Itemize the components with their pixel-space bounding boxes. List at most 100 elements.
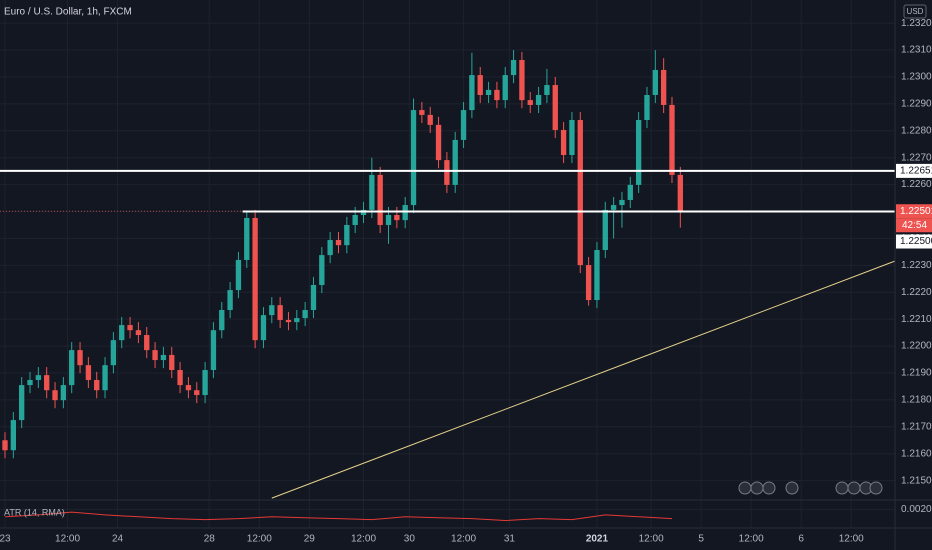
candle-body [510, 60, 517, 76]
candle-body [60, 385, 67, 401]
price-label-box [896, 234, 932, 249]
candle-body [110, 340, 117, 366]
candle-body [44, 375, 50, 391]
candle-body [285, 319, 292, 323]
event-icon [835, 481, 849, 495]
candle-body [302, 310, 308, 319]
y-tick-label: 1.22700 [901, 152, 932, 163]
candle-body [419, 110, 425, 115]
candle-body [77, 350, 83, 366]
candle-body [410, 110, 417, 206]
x-tick-label: 28 [204, 534, 216, 545]
y-tick-label: 1.22900 [901, 99, 932, 110]
candle-body [35, 375, 42, 380]
candle-body [677, 174, 683, 212]
candle-body [344, 224, 350, 246]
candle-body [127, 325, 133, 331]
candle-body [10, 420, 17, 451]
last-price-box [896, 204, 932, 219]
candle-body [85, 365, 92, 380]
candle-body [527, 100, 533, 105]
currency-box [903, 4, 927, 19]
candle-body [544, 85, 550, 95]
candle-body [552, 85, 558, 130]
candle-body [277, 305, 283, 320]
y-tick-label: 1.23200 [901, 18, 932, 29]
candle-body [269, 305, 275, 316]
candle-body [369, 174, 375, 210]
candle-body [352, 215, 358, 225]
candle-body [152, 350, 158, 361]
candle-body [27, 379, 33, 386]
candle-body [194, 390, 200, 396]
event-icon [738, 481, 752, 495]
candle-body [669, 104, 675, 175]
candle-body [427, 114, 433, 125]
candle-body [244, 217, 250, 260]
candle-body [585, 265, 592, 301]
atr-label: ATR (14, RMA) [4, 507, 65, 517]
x-tick-label: 30 [404, 534, 416, 545]
y-tick-label: 1.21800 [901, 395, 932, 406]
candle-body [294, 318, 300, 323]
y-tick-label: 1.22800 [901, 125, 932, 136]
candle-body [485, 89, 492, 95]
x-tick-label: 12:00 [247, 534, 272, 545]
candle-body [469, 75, 475, 111]
candle-body [394, 215, 400, 221]
candle-body [610, 205, 617, 210]
candle-body [102, 365, 108, 391]
countdown-label: 42:54 [902, 220, 927, 231]
candle-body [185, 385, 192, 391]
event-icon [762, 481, 776, 495]
candle-body [202, 370, 208, 396]
candle-body [385, 215, 392, 225]
x-tick-label: 12:00 [639, 534, 664, 545]
candle-body [19, 385, 25, 421]
chart-title: Euro / U.S. Dollar, 1h, FXCM [4, 7, 132, 18]
candle-body [494, 89, 500, 101]
atr-line [4, 511, 673, 522]
candle-body [135, 330, 142, 336]
candle-body [577, 120, 583, 266]
x-tick-label: 31 [504, 534, 516, 545]
y-tick-label: 1.23100 [901, 45, 932, 56]
atr-pane [4, 511, 673, 522]
trend-line [271, 260, 895, 499]
candle-body [177, 370, 183, 386]
candle-body [435, 124, 442, 161]
event-icon [785, 481, 799, 495]
y-tick-label: 1.22200 [901, 287, 932, 298]
x-tick-label: 29 [304, 534, 316, 545]
candle-body [160, 354, 167, 361]
candle-body [444, 160, 450, 185]
event-icon [847, 481, 861, 495]
axes: 1.23200 1.23100 1.23000 1.22900 1.22800 1.227… [0, 18, 932, 545]
x-tick-label: 12:00 [55, 534, 80, 545]
candle-body [169, 354, 175, 371]
candle-body [2, 440, 8, 451]
candle-body [260, 315, 267, 341]
x-tick-label: 23 [0, 534, 11, 545]
candle-body [635, 120, 642, 185]
countdown-box [896, 218, 932, 233]
y-tick-label: 1.22600 [901, 179, 932, 190]
atr-tick-label: 0.00200 [901, 504, 932, 515]
candle-body [210, 330, 217, 371]
candle-body [619, 199, 625, 206]
y-tick-label: 1.21700 [901, 421, 932, 432]
candle-body [560, 129, 567, 156]
candle-body [335, 240, 342, 246]
candle-body [477, 75, 483, 95]
candle-body [594, 250, 600, 301]
price-label: 1.22500 [900, 236, 932, 247]
y-tick-label: 1.21900 [901, 368, 932, 379]
candle-body [502, 75, 508, 101]
event-icon [750, 481, 764, 495]
candle-body [519, 60, 525, 101]
candle-body [94, 379, 100, 391]
candle-body [310, 284, 317, 311]
